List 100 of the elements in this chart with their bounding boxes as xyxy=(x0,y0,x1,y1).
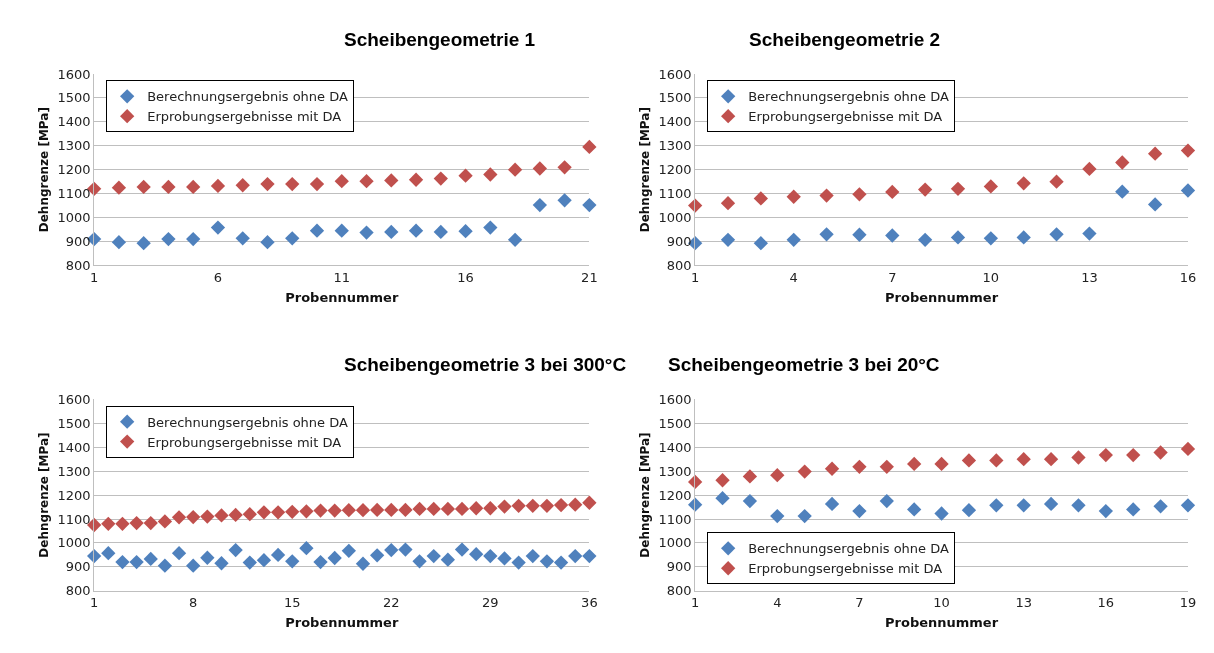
point xyxy=(270,505,286,520)
y-tick-label: 1400 xyxy=(658,439,692,455)
point xyxy=(1016,230,1031,245)
point xyxy=(1043,496,1059,512)
point xyxy=(539,554,555,569)
point xyxy=(270,547,286,563)
point xyxy=(299,504,314,519)
point xyxy=(525,498,540,513)
x-tick-label: 21 xyxy=(581,269,598,285)
point xyxy=(433,224,448,240)
point xyxy=(143,551,158,567)
point xyxy=(334,223,349,238)
point xyxy=(341,502,356,518)
point xyxy=(852,459,867,474)
point xyxy=(228,507,243,523)
point xyxy=(582,495,597,510)
point xyxy=(355,556,371,571)
x-tick-label: 10 xyxy=(933,595,950,611)
point xyxy=(214,508,229,523)
point xyxy=(1098,503,1113,519)
point xyxy=(989,498,1004,513)
y-tick-label: 900 xyxy=(666,234,692,250)
point xyxy=(309,223,325,238)
point xyxy=(568,548,583,564)
point xyxy=(1180,143,1196,158)
point xyxy=(408,223,424,238)
point xyxy=(256,553,272,568)
point xyxy=(412,554,427,569)
point xyxy=(852,503,867,519)
y-tick-label: 800 xyxy=(666,583,692,599)
point xyxy=(770,508,785,524)
point xyxy=(186,231,201,247)
y-tick-label: 900 xyxy=(65,234,91,250)
x-tick-label: 6 xyxy=(213,269,223,285)
y-tick-label: 1000 xyxy=(658,210,692,226)
point xyxy=(720,232,736,247)
y-tick-label: 1000 xyxy=(57,210,91,226)
point xyxy=(285,504,300,519)
point xyxy=(582,548,597,564)
y-tick-label: 1500 xyxy=(57,90,91,106)
point xyxy=(186,558,201,573)
x-tick-label: 4 xyxy=(773,595,782,611)
point xyxy=(1071,498,1086,513)
point xyxy=(852,187,867,202)
point xyxy=(111,180,127,195)
point xyxy=(917,232,933,247)
x-tick-label: 16 xyxy=(457,269,474,285)
point xyxy=(1153,499,1168,514)
point xyxy=(819,227,834,242)
point xyxy=(961,502,977,518)
point xyxy=(885,184,900,200)
point xyxy=(210,220,226,235)
point xyxy=(408,172,424,187)
point xyxy=(200,509,215,524)
x-tick-label: 16 xyxy=(1179,269,1197,285)
legend-label: Berechnungsergebnis ohne DA xyxy=(748,89,949,105)
point xyxy=(359,174,374,189)
y-tick-label: 1500 xyxy=(57,415,91,431)
y-tick-label: 1600 xyxy=(658,66,692,82)
point xyxy=(398,542,413,557)
chart-title: Scheibengeometrie 3 bei 20°C xyxy=(668,354,940,375)
point xyxy=(214,556,229,571)
point xyxy=(934,456,949,472)
x-tick-label: 15 xyxy=(283,595,301,611)
point xyxy=(101,516,116,531)
x-tick-label: 22 xyxy=(383,595,400,611)
point xyxy=(497,551,512,566)
point xyxy=(715,473,730,488)
y-axis-title: Dehngrenze [MPa] xyxy=(637,432,652,558)
point xyxy=(369,548,385,563)
y-tick-label: 1400 xyxy=(57,114,91,130)
point xyxy=(525,548,540,564)
point xyxy=(469,501,484,516)
legend-label: Erprobungsergebnisse mit DA xyxy=(147,109,342,125)
point xyxy=(742,493,758,509)
y-tick-label: 1100 xyxy=(658,186,692,202)
chart-title: Scheibengeometrie 3 bei 300°C xyxy=(344,354,627,375)
point xyxy=(553,497,569,513)
point xyxy=(454,501,470,517)
point xyxy=(384,542,399,558)
point xyxy=(989,453,1004,468)
y-tick-label: 1500 xyxy=(658,415,692,431)
x-tick-label: 36 xyxy=(581,595,598,611)
point xyxy=(1049,174,1064,189)
y-tick-label: 1200 xyxy=(57,487,91,503)
point xyxy=(115,516,130,531)
point xyxy=(458,224,473,239)
y-tick-label: 1100 xyxy=(57,186,91,202)
point xyxy=(568,497,583,512)
point xyxy=(355,502,371,518)
point xyxy=(1115,184,1130,199)
x-tick-label: 19 xyxy=(1179,595,1197,611)
point xyxy=(1098,447,1113,463)
point xyxy=(557,160,572,175)
x-tick-label: 11 xyxy=(333,269,351,285)
point xyxy=(907,502,922,517)
point xyxy=(143,515,158,531)
point xyxy=(1126,502,1141,517)
point xyxy=(101,546,116,561)
x-tick-label: 10 xyxy=(982,269,1000,285)
